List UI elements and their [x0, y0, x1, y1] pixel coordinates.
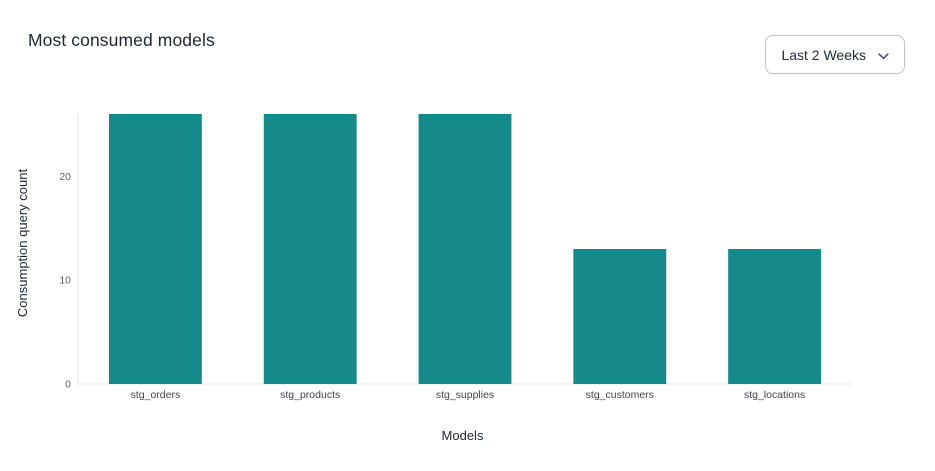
y-tick-label: 20: [59, 171, 71, 183]
x-tick-label: stg_locations: [744, 389, 805, 401]
x-tick-label: stg_supplies: [436, 389, 494, 401]
x-tick-label: stg_customers: [586, 389, 654, 401]
x-tick-label: stg_products: [280, 389, 340, 401]
chevron-down-icon: [878, 47, 889, 63]
bar-stg_orders[interactable]: [108, 114, 202, 384]
bar-stg_locations[interactable]: [728, 249, 822, 384]
page-title: Most consumed models: [28, 30, 215, 50]
bar-stg_customers[interactable]: [573, 249, 667, 384]
time-range-dropdown[interactable]: Last 2 Weeks: [765, 35, 905, 74]
time-range-value: Last 2 Weeks: [781, 46, 866, 63]
y-axis-title: Consumption query count: [15, 169, 30, 318]
x-tick-label: stg_orders: [131, 389, 181, 401]
y-tick-label: 10: [59, 275, 71, 287]
bar-stg_supplies[interactable]: [418, 114, 512, 384]
bar-stg_products[interactable]: [263, 114, 357, 384]
x-axis-title: Models: [442, 428, 484, 443]
y-tick-label: 0: [65, 379, 71, 391]
